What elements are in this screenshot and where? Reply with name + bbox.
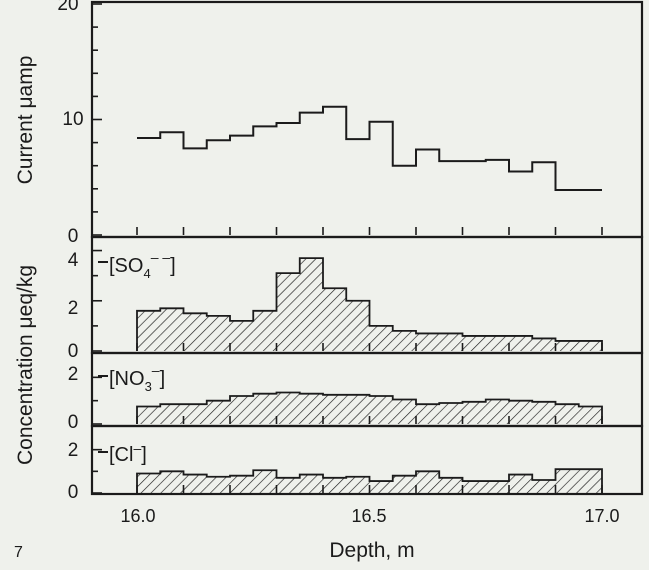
cl-bar-15 [485, 481, 509, 493]
cl-bar-9 [346, 476, 370, 493]
so4-bar-10 [369, 325, 393, 351]
xtick-label-16-5: 16.5 [351, 506, 386, 526]
svg-text:[Cl–]: [Cl–] [109, 440, 147, 466]
cl-series-label: [Cl–] [98, 440, 147, 466]
cl-bar-17 [532, 480, 556, 493]
so4-bar-4 [230, 320, 254, 351]
x-axis-label: Depth, m [329, 539, 414, 562]
xtick-label-16-0: 16.0 [120, 506, 155, 526]
no3-bar-7 [299, 393, 323, 424]
cl-bar-1 [160, 471, 184, 493]
no3-bar-9 [346, 394, 370, 424]
so4-bar-14 [462, 335, 486, 351]
so4-bar-19 [578, 340, 602, 351]
so4-bar-6 [276, 273, 300, 351]
so4-bar-7 [299, 258, 323, 351]
so4-bar-0 [137, 310, 161, 351]
current-ytick-label-0: 0 [68, 226, 79, 247]
cl-bar-11 [392, 475, 416, 493]
concentration-axis-label: Concentration μeq/kg [14, 265, 37, 465]
no3-bar-12 [416, 404, 440, 424]
so4-bar-2 [183, 313, 207, 351]
cl-ytick-label-2: 2 [68, 440, 79, 461]
cl-bar-5 [253, 470, 277, 493]
cl-panel-frame [90, 424, 644, 496]
cl-bar-2 [183, 474, 207, 493]
cl-bar-7 [299, 474, 323, 493]
current-panel-frame [90, 0, 644, 239]
cl-bar-0 [137, 473, 161, 493]
no3-bar-13 [439, 403, 463, 424]
no3-bar-6 [276, 392, 300, 424]
no3-ytick-label-0: 0 [68, 412, 79, 433]
so4-bar-5 [253, 310, 277, 351]
svg-text:[SO4– –]: [SO4– –] [109, 249, 176, 281]
no3-outline [136, 391, 603, 424]
so4-ytick-label-4: 4 [68, 250, 79, 271]
no3-bar-15 [485, 399, 509, 424]
so4-series-label: [SO4– –] [98, 249, 176, 281]
no3-bar-19 [578, 406, 602, 424]
so4-bar-3 [206, 315, 230, 351]
so4-bar-18 [555, 340, 579, 351]
no3-series-label: [NO3–] [98, 362, 165, 394]
so4-outline [136, 257, 603, 351]
so4-bar-16 [509, 335, 533, 351]
xtick-label-17-0: 17.0 [584, 506, 619, 526]
no3-bar-18 [555, 404, 579, 424]
no3-ytick-label-2: 2 [68, 364, 79, 385]
no3-bar-8 [323, 394, 347, 424]
cl-bar-6 [276, 477, 300, 493]
no3-bar-16 [509, 400, 533, 424]
no3-bar-2 [183, 404, 207, 424]
cl-bar-4 [230, 475, 254, 493]
current-series [137, 105, 602, 191]
so4-bar-1 [160, 308, 184, 351]
so4-bar-17 [532, 338, 556, 351]
x-ticks [136, 227, 603, 493]
cl-bar-19 [578, 469, 602, 493]
current-ytick-label-20: 20 [57, 0, 78, 15]
so4-series [136, 257, 603, 351]
no3-bar-4 [230, 396, 254, 424]
cl-bar-18 [555, 469, 579, 493]
no3-series [136, 391, 603, 424]
so4-bar-13 [439, 333, 463, 351]
cl-bar-12 [416, 471, 440, 493]
so4-bar-12 [416, 333, 440, 351]
current-ytick-label-10: 10 [62, 109, 83, 130]
cl-bar-8 [323, 477, 347, 493]
y-ticks [92, 3, 102, 494]
no3-bar-5 [253, 393, 277, 424]
no3-bar-1 [160, 404, 184, 424]
no3-bar-11 [392, 399, 416, 424]
so4-bar-11 [392, 330, 416, 351]
no3-bar-17 [532, 401, 556, 424]
cl-outline [136, 468, 603, 493]
so4-bar-9 [346, 300, 370, 351]
cl-bar-16 [509, 474, 533, 493]
so4-bar-15 [485, 335, 509, 351]
figure-number: 7 [14, 544, 23, 561]
cl-ytick-label-0: 0 [68, 482, 79, 503]
so4-ytick-label-0: 0 [68, 341, 79, 362]
no3-bar-0 [137, 406, 161, 424]
no3-bar-10 [369, 396, 393, 424]
so4-ytick-label-2: 2 [68, 298, 79, 319]
current-axis-label: Current μamp [14, 56, 37, 185]
no3-bar-14 [462, 401, 486, 424]
cl-bar-13 [439, 477, 463, 493]
cl-bar-3 [206, 476, 230, 493]
cl-series [136, 468, 603, 493]
current-step-line [137, 105, 602, 191]
cl-bar-10 [369, 481, 393, 493]
so4-bar-8 [323, 288, 347, 351]
cl-bar-14 [462, 481, 486, 493]
svg-text:[NO3–]: [NO3–] [109, 362, 165, 394]
no3-bar-3 [206, 400, 230, 424]
